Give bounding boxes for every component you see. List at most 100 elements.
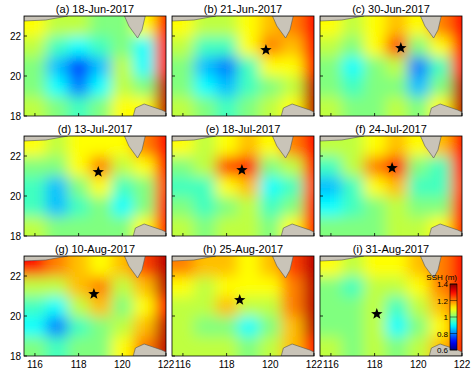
panel: (b) 21-Jun-2017 [150,0,347,137]
x-tick-label: 122 [158,359,175,370]
ssh-cell [216,96,238,116]
x-tick [462,113,463,116]
ssh-cell [386,216,408,236]
frame [320,136,462,236]
ssh-cell [451,196,462,217]
ssh-cell [342,36,364,57]
x-tick [78,353,79,356]
panel-title: (a) 18-Jun-2017 [56,3,134,15]
x-tick [122,233,123,236]
ssh-cell [68,56,90,77]
ssh-cell [216,136,238,157]
ssh-cell [216,176,238,197]
ssh-cell [90,96,112,116]
land [429,104,462,116]
colorbar-tick [450,350,457,351]
y-tick [172,156,175,157]
ssh-cell [320,96,342,116]
colorbar-tick-label: 0.6 [437,346,449,355]
ssh-cell [194,156,216,177]
panel: (f) 24-Jul-2017 [298,116,474,257]
ssh-cell [281,316,303,337]
ssh-cell [429,176,451,197]
ssh-cell [111,216,133,236]
y-tick-label: 20 [10,71,22,82]
x-tick [166,353,167,356]
figure: 182022(a) 18-Jun-2017(b) 21-Jun-2017(c) … [0,0,474,376]
x-tick [226,113,227,116]
colorbar: 0.60.811.21.4SSH (m) [426,273,457,355]
ssh-cell [133,196,155,217]
ssh-cell [386,256,408,277]
colorbar-bar [450,284,457,350]
ssh-cell [172,296,194,317]
ssh-cell [111,96,133,116]
ssh-cell [303,316,314,337]
ssh-cell [194,196,216,217]
ssh-cell [194,176,216,197]
panel: 182022(a) 18-Jun-2017 [2,0,199,137]
y-tick-label: 22 [10,271,22,282]
ssh-cell [386,136,408,157]
ssh-cell [407,76,429,97]
ssh-cell [111,76,133,97]
y-tick [320,76,323,77]
ssh-cell [68,176,90,197]
ssh-cell [364,36,386,57]
land [124,136,145,158]
ssh-cell [320,336,342,356]
ssh-cell [386,36,408,57]
ssh-cell [172,36,194,57]
x-tick [418,233,419,236]
ssh-cell [259,216,281,236]
ssh-cell [386,96,408,116]
map-area [24,136,166,236]
ssh-cell [259,96,281,116]
y-tick [172,316,175,317]
ssh-cell [451,136,462,157]
ssh-cell [259,296,281,317]
frame [24,16,166,116]
ssh-cell [216,196,238,217]
ssh-cell [320,56,342,77]
frame [24,256,166,356]
ssh-cell [46,176,68,197]
y-tick [172,196,175,197]
ssh-cell [407,56,429,77]
ssh-cell [429,196,451,217]
ssh-cell [386,196,408,217]
ssh-cell [451,16,462,37]
ssh-cell [303,36,314,57]
ssh-cell [238,256,260,277]
ssh-cell [216,56,238,77]
ssh-cell [90,216,112,236]
x-tick-label: 122 [454,359,471,370]
panel-title: (d) 13-Jul-2017 [58,123,133,135]
colorbar-tick [450,284,457,285]
ssh-cell [46,76,68,97]
frame [172,16,314,116]
x-tick [270,113,271,116]
ssh-cell [429,156,451,177]
colorbar-label: SSH (m) [426,273,457,282]
ssh-cell [155,136,166,157]
frame [172,256,314,356]
ssh-cell [155,256,166,277]
ssh-cell [90,176,112,197]
ssh-cell [386,16,408,37]
ssh-cell [364,156,386,177]
x-tick [34,353,35,356]
x-tick [166,233,167,236]
ssh-cell [172,156,194,177]
colorbar-tick-label: 0.8 [437,330,449,339]
ssh-cell [407,196,429,217]
panel-title: (f) 24-Jul-2017 [355,123,427,135]
ssh-cell [46,296,68,317]
land [281,344,314,356]
ssh-cell [24,276,46,297]
ssh-cell [90,156,112,177]
ssh-cell [320,76,342,97]
ssh-cell [133,56,155,77]
ssh-cell [259,56,281,77]
ssh-cell [303,16,314,37]
